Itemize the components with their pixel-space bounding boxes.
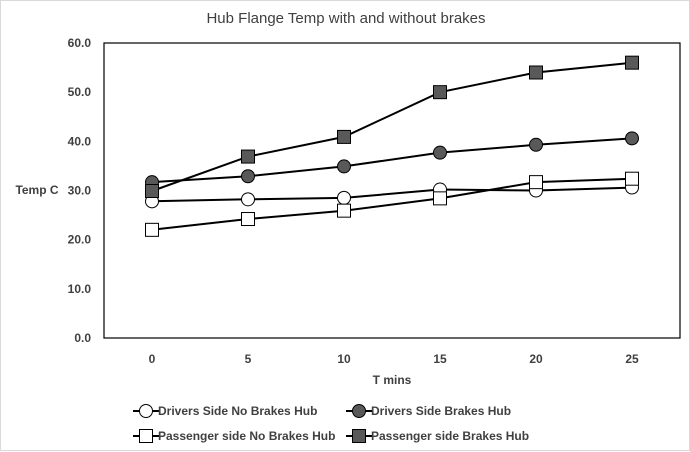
chart-title: Hub Flange Temp with and without brakes [206, 10, 485, 27]
series-line [151, 177, 633, 231]
circle-marker [241, 192, 255, 207]
series-3 [145, 171, 639, 237]
circle-marker [433, 145, 447, 160]
legend-label: Passenger side No Brakes Hub [158, 429, 335, 443]
legend-item: Passenger side Brakes Hub [346, 429, 529, 443]
legend-label: Passenger side Brakes Hub [371, 429, 529, 443]
square-marker [625, 55, 639, 70]
square-marker [529, 65, 543, 80]
legend-square-marker [139, 429, 153, 443]
x-tick-label: 20 [529, 352, 543, 366]
y-axis-title: Temp C [15, 183, 58, 197]
legend-circle-marker [139, 404, 153, 418]
y-tick-label: 0.0 [74, 331, 91, 345]
legend-item: Drivers Side No Brakes Hub [133, 404, 317, 418]
square-marker [625, 171, 639, 186]
y-tick-label: 60.0 [68, 36, 92, 50]
square-marker [145, 222, 159, 237]
square-marker [337, 203, 351, 218]
square-marker [241, 212, 255, 227]
legend-label: Drivers Side Brakes Hub [371, 404, 511, 418]
square-marker [241, 149, 255, 164]
square-marker [433, 191, 447, 206]
legend-item: Passenger side No Brakes Hub [133, 429, 335, 443]
x-axis-title: T mins [373, 373, 412, 387]
x-tick-label: 25 [625, 352, 639, 366]
legend: Drivers Side No Brakes Hub Drivers Side B… [133, 404, 529, 443]
circle-marker [337, 190, 351, 205]
circle-marker [529, 137, 543, 152]
legend-circle-marker [352, 404, 366, 418]
series-line [151, 61, 633, 192]
y-tick-label: 20.0 [68, 233, 92, 247]
square-marker [433, 85, 447, 100]
y-tick-label: 40.0 [68, 134, 92, 148]
series-line [151, 137, 633, 184]
square-marker [337, 129, 351, 144]
legend-item: Drivers Side Brakes Hub [346, 404, 511, 418]
x-tick-label: 15 [433, 352, 447, 366]
x-tick-label: 5 [245, 352, 252, 366]
y-tick-label: 50.0 [68, 85, 92, 99]
square-marker [145, 183, 159, 198]
circle-marker [241, 169, 255, 184]
series-line [151, 186, 633, 203]
series-4 [145, 55, 639, 198]
y-tick-label: 30.0 [68, 184, 92, 198]
square-marker [529, 175, 543, 190]
y-tick-label: 10.0 [68, 282, 92, 296]
x-tick-label: 10 [337, 352, 351, 366]
legend-label: Drivers Side No Brakes Hub [158, 404, 317, 418]
x-tick-label: 0 [149, 352, 156, 366]
circle-marker [625, 131, 639, 146]
legend-square-marker [352, 429, 366, 443]
plot-area [103, 42, 681, 339]
circle-marker [337, 159, 351, 174]
